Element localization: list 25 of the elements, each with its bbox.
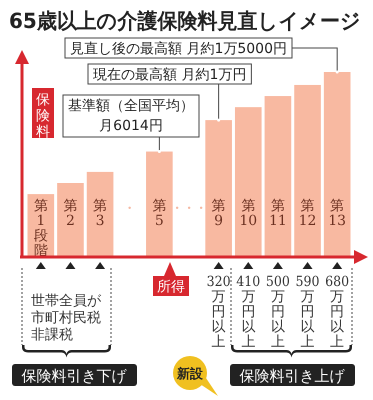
x-tick-label: 第3: [93, 198, 108, 229]
annotation: 680万円以上: [325, 274, 352, 350]
annotation: 見直し後の最高額 月約1万5000円: [70, 41, 287, 57]
x-tick-label: 第11: [268, 198, 287, 229]
x-tick-label: 第10: [239, 198, 258, 229]
x-tick-label: 第12: [298, 198, 316, 229]
annotation: 新設: [173, 356, 218, 396]
annotation: 保険料引き上げ: [230, 364, 355, 386]
annotation: 保険料引き下げ: [12, 364, 137, 386]
annotation: 590万円以上: [296, 274, 322, 350]
annotation: 500万円以上: [266, 274, 293, 350]
x-tick-label: 第2: [63, 198, 78, 229]
x-tick-label: 第5: [152, 198, 166, 229]
x-tick-label: 第13: [328, 198, 346, 229]
chart-title: 65歳以上の介護保険料見直しイメージ: [9, 9, 373, 33]
annotation: 現在の最高額 月約1万円: [93, 67, 246, 83]
x-tick-label: ・: [124, 201, 136, 215]
annotation: 410万円以上: [236, 274, 263, 350]
annotation: 320万円以上: [206, 274, 234, 350]
annotation: 世帯全員が市町村民税非課税: [31, 293, 101, 343]
annotation: 基準額（全国平均）月6014円: [68, 98, 194, 134]
x-axis-title: 所得: [157, 279, 185, 295]
y-axis-title: 保険料: [36, 92, 50, 140]
x-tick-label: ・・・: [171, 201, 207, 215]
x-tick-label: 第9: [212, 198, 226, 229]
